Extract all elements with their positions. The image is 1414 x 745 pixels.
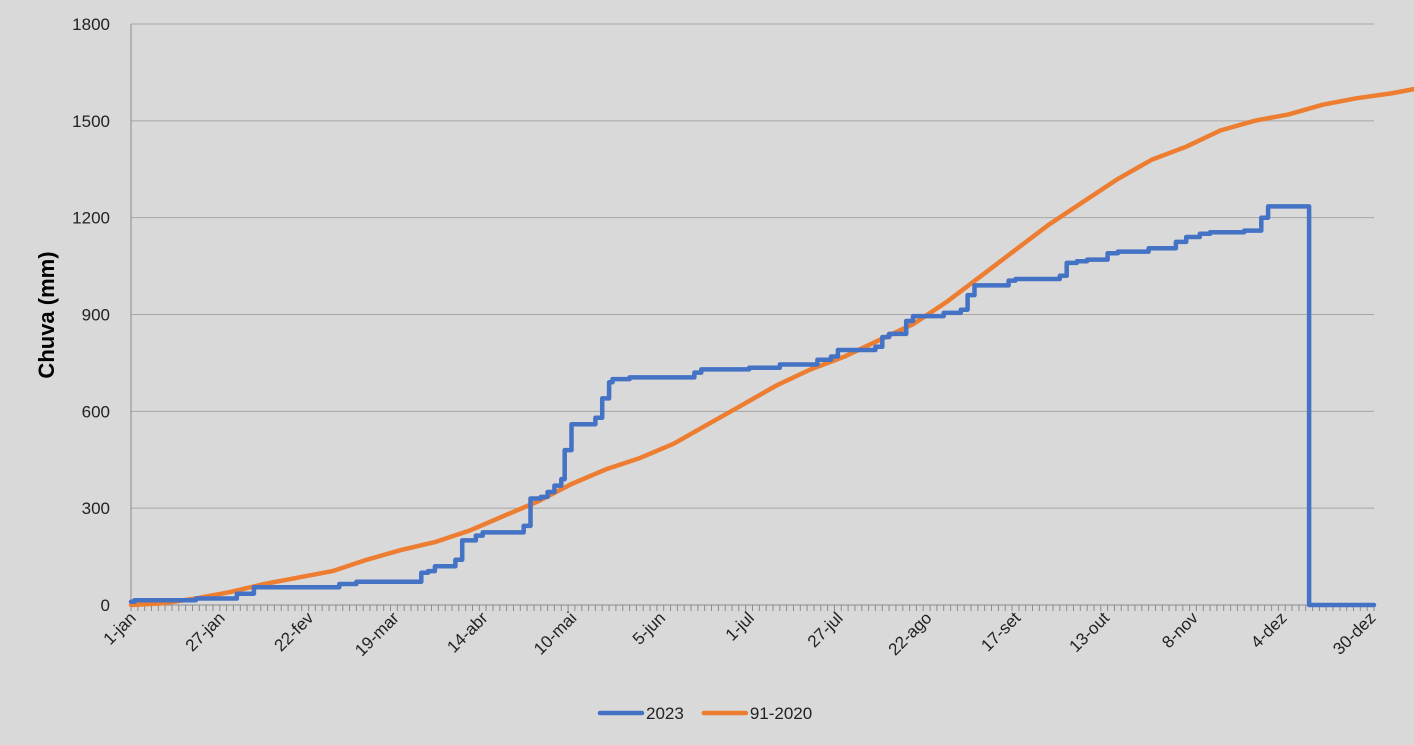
x-tick-label: 27-jan: [182, 608, 229, 655]
legend-label: 2023: [646, 704, 684, 723]
y-tick-label: 0: [101, 596, 110, 615]
series-line-2023: [128, 204, 1377, 608]
gridlines: [131, 23, 1374, 509]
x-tick-label: 19-mar: [351, 608, 403, 660]
x-tick-labels: 1-jan 27-jan 22-fev 19-mar 14-abr 10-mai 5-jun…: [100, 608, 1380, 660]
x-tick-label: 5-jun: [629, 608, 669, 648]
x-tick-label: 8-nov: [1158, 608, 1202, 652]
y-tick-label: 1200: [72, 209, 110, 228]
axes: [130, 24, 1374, 606]
x-tick-label: 17-set: [977, 608, 1024, 655]
series-lines: [128, 86, 1414, 608]
y-tick-label: 600: [82, 402, 110, 421]
x-tick-label: 4-dez: [1247, 608, 1291, 652]
x-tick-label: 22-ago: [885, 608, 936, 659]
legend: 2023 91-2020: [597, 704, 812, 723]
x-tick-label: 10-mai: [530, 608, 580, 658]
y-axis-title: Chuva (mm): [34, 251, 59, 378]
y-tick-label: 300: [82, 499, 110, 518]
x-tick-label: 1-jul: [722, 608, 758, 644]
x-tick-label: 30-dez: [1329, 608, 1379, 658]
y-tick-label: 1800: [72, 15, 110, 34]
x-tick-label: 22-fev: [271, 608, 318, 655]
y-tick-label: 1500: [72, 112, 110, 131]
x-minor-ticks: [130, 605, 1375, 611]
x-minor-tick-marks: [130, 605, 1375, 611]
legend-label: 91-2020: [750, 704, 812, 723]
y-tick-label: 900: [82, 306, 110, 325]
x-tick-label: 27-jul: [804, 608, 847, 651]
x-tick-label: 13-out: [1066, 608, 1114, 656]
series-line-91-2020: [128, 86, 1414, 608]
y-tick-labels: 0 300 600 900 1200 1500 1800: [72, 15, 110, 615]
x-tick-label: 14-abr: [443, 608, 491, 656]
